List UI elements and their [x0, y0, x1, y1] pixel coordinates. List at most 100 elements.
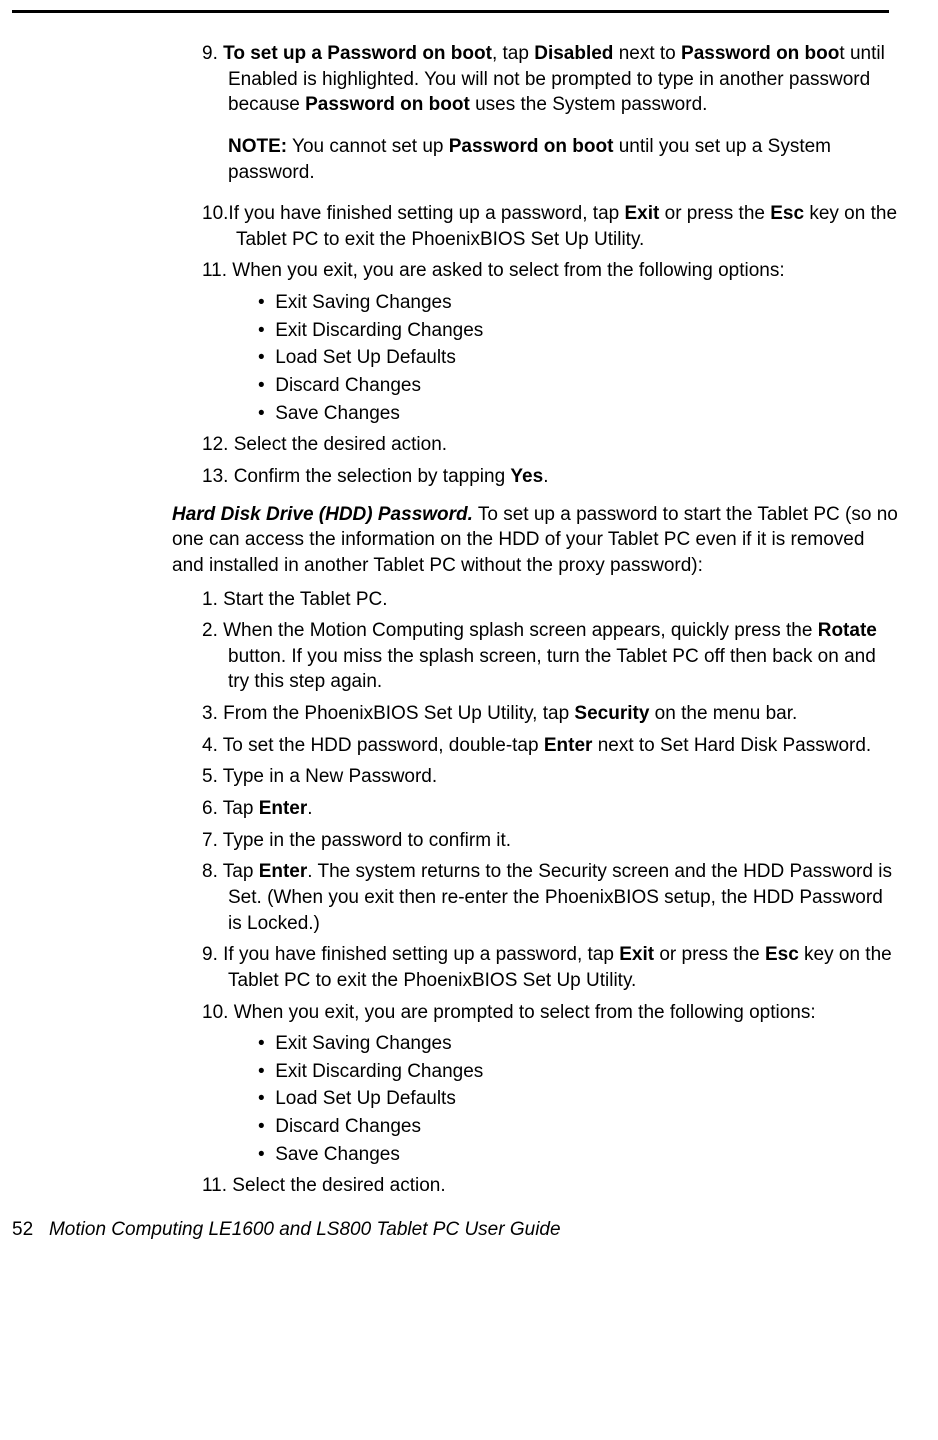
text: Type in the password to confirm it.	[223, 830, 511, 851]
text: When the Motion Computing splash screen …	[223, 620, 818, 641]
step-10: 10.If you have finished setting up a pas…	[202, 201, 898, 252]
step-number: 10.	[202, 1002, 234, 1023]
text: When you exit, you are asked to select f…	[232, 260, 784, 281]
step-number: 2.	[202, 620, 223, 641]
hdd-step-11: 11. Select the desired action.	[202, 1173, 898, 1199]
bold-text: Enter	[544, 735, 593, 756]
step-number: 5.	[202, 766, 223, 787]
bold-text: Exit	[625, 203, 660, 224]
text: When you exit, you are prompted to selec…	[234, 1002, 816, 1023]
text: or press the	[659, 203, 770, 224]
hdd-step-1: 1. Start the Tablet PC.	[202, 587, 898, 613]
bold-text: Password on boot	[305, 94, 470, 115]
list-item: • Discard Changes	[258, 1114, 898, 1140]
step-number: 9.	[202, 944, 223, 965]
text: If you have finished setting up a passwo…	[223, 944, 619, 965]
step-12: 12. Select the desired action.	[202, 432, 898, 458]
step-number: 10.	[202, 203, 228, 224]
step-number: 3.	[202, 703, 223, 724]
options-list-2: • Exit Saving Changes • Exit Discarding …	[258, 1031, 898, 1167]
hdd-step-6: 6. Tap Enter.	[202, 796, 898, 822]
step-number: 12.	[202, 434, 234, 455]
step-number: 9.	[202, 43, 223, 64]
text: To set the HDD password, double-tap	[223, 735, 544, 756]
text: Discard Changes	[275, 375, 421, 396]
list-item: • Save Changes	[258, 401, 898, 427]
bold-text: Disabled	[534, 43, 613, 64]
step-number: 1.	[202, 589, 223, 610]
step-number: 6.	[202, 798, 223, 819]
text: Type in a New Password.	[223, 766, 437, 787]
hdd-step-8: 8. Tap Enter. The system returns to the …	[202, 859, 898, 936]
text: Start the Tablet PC.	[223, 589, 387, 610]
text: Exit Discarding Changes	[275, 320, 483, 341]
note-label: NOTE:	[228, 136, 287, 157]
page: 9. To set up a Password on boot, tap Dis…	[0, 0, 938, 1253]
bold-text: Password on boo	[681, 43, 839, 64]
text: If you have finished setting up a passwo…	[228, 203, 624, 224]
text: , tap	[492, 43, 534, 64]
list-item: • Exit Discarding Changes	[258, 1059, 898, 1085]
step-number: 11.	[202, 1175, 232, 1196]
list-item: • Discard Changes	[258, 373, 898, 399]
hdd-step-2: 2. When the Motion Computing splash scre…	[202, 618, 898, 695]
text: Exit Saving Changes	[275, 292, 451, 313]
step-9: 9. To set up a Password on boot, tap Dis…	[202, 41, 898, 118]
step-11: 11. When you exit, you are asked to sele…	[202, 258, 898, 284]
step-number: 4.	[202, 735, 223, 756]
bold-text: Security	[574, 703, 649, 724]
text: or press the	[654, 944, 765, 965]
list-item: • Load Set Up Defaults	[258, 345, 898, 371]
text: Tap	[223, 861, 259, 882]
bold-text: Password on boot	[449, 136, 614, 157]
section-title: Hard Disk Drive (HDD) Password.	[172, 504, 473, 525]
list-item: • Exit Discarding Changes	[258, 318, 898, 344]
hdd-step-9: 9. If you have finished setting up a pas…	[202, 942, 898, 993]
text: Select the desired action.	[232, 1175, 445, 1196]
text: Select the desired action.	[234, 434, 447, 455]
footer-title: Motion Computing LE1600 and LS800 Tablet…	[49, 1219, 561, 1240]
step-number: 13.	[202, 466, 234, 487]
text: Tap	[223, 798, 259, 819]
step-number: 8.	[202, 861, 223, 882]
text: .	[543, 466, 548, 487]
step-number: 11.	[202, 260, 232, 281]
list-item: • Load Set Up Defaults	[258, 1086, 898, 1112]
content-column: 9. To set up a Password on boot, tap Dis…	[172, 41, 898, 1199]
text: Load Set Up Defaults	[275, 347, 456, 368]
page-number: 52	[12, 1219, 33, 1240]
hdd-step-7: 7. Type in the password to confirm it.	[202, 828, 898, 854]
text: Exit Saving Changes	[275, 1033, 451, 1054]
bold-text: Enter	[259, 861, 308, 882]
options-list-1: • Exit Saving Changes • Exit Discarding …	[258, 290, 898, 426]
top-rule	[12, 10, 889, 13]
list-item: • Save Changes	[258, 1142, 898, 1168]
hdd-step-4: 4. To set the HDD password, double-tap E…	[202, 733, 898, 759]
bold-text: Esc	[765, 944, 799, 965]
text: Exit Discarding Changes	[275, 1061, 483, 1082]
text: next to Set Hard Disk Password.	[592, 735, 871, 756]
list-item: • Exit Saving Changes	[258, 290, 898, 316]
bold-text: Rotate	[818, 620, 877, 641]
text: on the menu bar.	[649, 703, 797, 724]
text: Save Changes	[275, 1144, 400, 1165]
bold-text: Yes	[510, 466, 543, 487]
bold-text: To set up a Password on boot	[223, 43, 492, 64]
page-footer: 52 Motion Computing LE1600 and LS800 Tab…	[12, 1217, 898, 1243]
text: button. If you miss the splash screen, t…	[228, 646, 876, 693]
hdd-step-10: 10. When you exit, you are prompted to s…	[202, 1000, 898, 1026]
text: . The system returns to the Security scr…	[228, 861, 892, 933]
text: You cannot set up	[287, 136, 449, 157]
hdd-step-5: 5. Type in a New Password.	[202, 764, 898, 790]
text: Confirm the selection by tapping	[234, 466, 511, 487]
bold-text: Exit	[619, 944, 654, 965]
list-item: • Exit Saving Changes	[258, 1031, 898, 1057]
text: uses the System password.	[470, 94, 708, 115]
bold-text: Esc	[770, 203, 804, 224]
text: next to	[613, 43, 681, 64]
note-block: NOTE: You cannot set up Password on boot…	[228, 134, 898, 185]
text: From the PhoenixBIOS Set Up Utility, tap	[223, 703, 574, 724]
hdd-step-3: 3. From the PhoenixBIOS Set Up Utility, …	[202, 701, 898, 727]
step-number: 7.	[202, 830, 223, 851]
text: Load Set Up Defaults	[275, 1088, 456, 1109]
